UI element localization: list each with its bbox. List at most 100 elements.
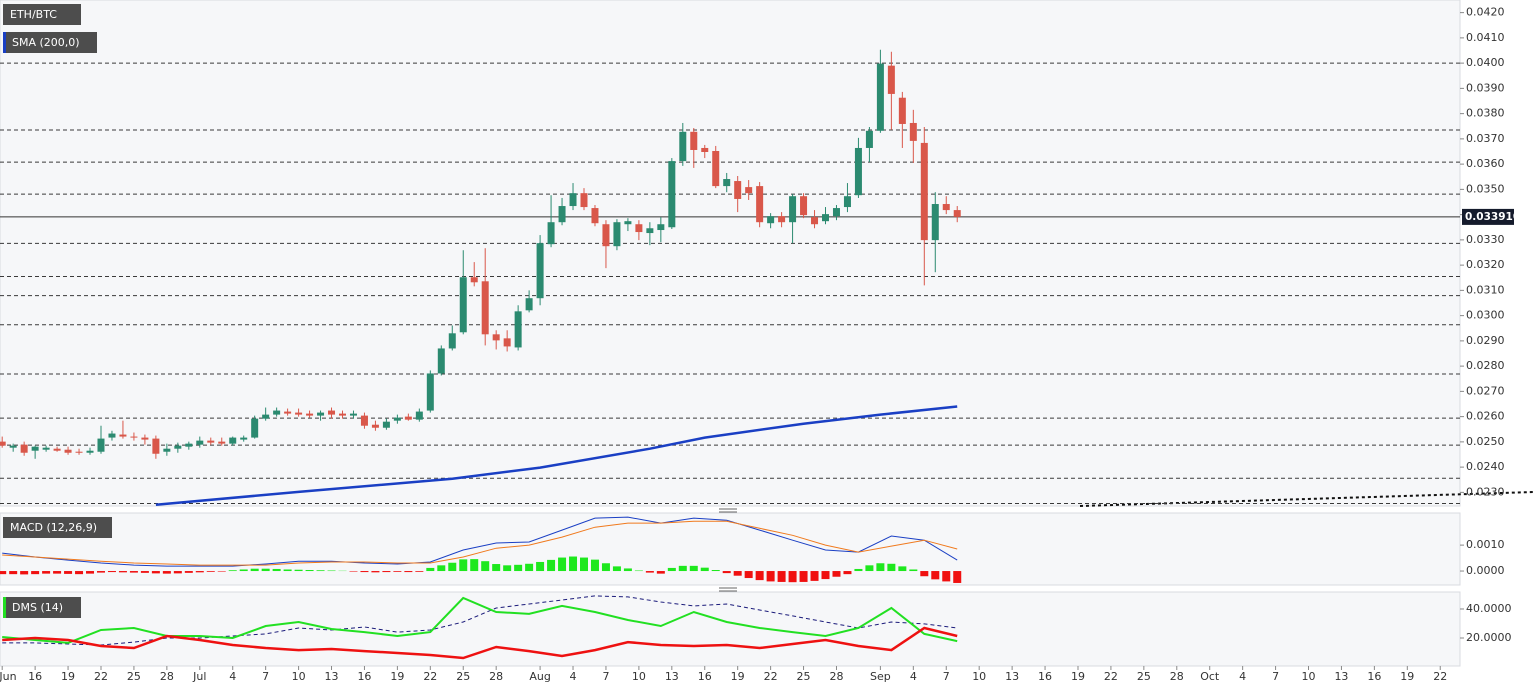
x-tick-label: 19 [731,670,745,683]
panel-label: ETH/BTC [3,4,81,25]
histogram-bar [887,563,896,572]
candle-body [887,65,895,94]
candle-body [789,196,797,223]
histogram-bar [129,571,138,573]
x-tick-label: 22 [1104,670,1118,683]
y-tick-label: 0.0260 [1466,410,1505,423]
histogram-bar [272,568,281,572]
histogram-bar [525,563,534,572]
candle-body [690,131,698,150]
histogram-bar [492,564,501,572]
histogram-bar [283,569,292,572]
histogram-bar [151,571,160,574]
x-tick-label: 16 [1038,670,1052,683]
y-tick-label: 0.0360 [1466,157,1505,170]
candle-body [306,413,314,416]
x-tick-label: Jun [0,670,17,683]
histogram-bar [678,565,687,572]
candle-body [876,63,884,131]
candle-body [415,411,423,420]
candle-body [712,150,720,187]
x-tick-label: 19 [390,670,404,683]
y-tick-label: 0.0230 [1466,485,1505,498]
candle-body [437,348,445,374]
histogram-bar [481,561,490,572]
y-tick-label: 0.0400 [1466,56,1505,69]
panel-handles [719,508,737,592]
histogram-bar [953,571,962,583]
x-tick-label: 13 [325,670,339,683]
histogram-bar [261,568,270,572]
histogram-bar [393,571,402,572]
candle-body [31,446,39,451]
histogram-bar [931,571,940,580]
y-tick-label: 0.0420 [1466,6,1505,19]
candle-body [9,445,17,448]
y-tick-label: 0.0380 [1466,107,1505,120]
histogram-bar [514,564,523,572]
x-tick-label: 4 [229,670,236,683]
candle-body [756,186,764,223]
x-tick-label: 28 [489,670,503,683]
x-tick-label: 7 [602,670,609,683]
histogram-bar [733,571,742,576]
histogram-bar [536,561,545,572]
x-tick-label: 13 [665,670,679,683]
candle-body [536,243,544,299]
candle-body [624,221,632,225]
last-price-label: 0.033910 [1465,211,1520,223]
histogram-bar [503,565,512,572]
candle-body [701,147,709,153]
candle-body [723,179,731,187]
candle-body [240,437,248,440]
candle-body [174,445,182,449]
candle-body [20,444,28,453]
candle-body [734,181,742,199]
candle-body [426,373,434,411]
histogram-bar [415,571,424,572]
histogram-bar [20,571,29,575]
histogram-bar [96,571,105,573]
candle-body [800,196,808,216]
histogram-bar [316,570,325,572]
x-tick-label: 28 [1170,670,1184,683]
candle-body [569,193,577,207]
candle-body [371,424,379,428]
candle-body [558,206,566,223]
x-tick-label: 10 [972,670,986,683]
histogram-bar [656,571,665,574]
x-tick-label: 16 [1367,670,1381,683]
panel-title: ETH/BTC [10,8,57,21]
x-tick-label: 25 [1137,670,1151,683]
histogram-bar [64,571,73,574]
histogram-bar [184,571,193,573]
histogram-bar [799,571,808,582]
macd-panel [0,512,1461,586]
candle-body [953,210,961,217]
x-tick-label: 25 [127,670,141,683]
candle-body [42,447,50,450]
histogram-bar [920,571,929,577]
x-tick-label: 10 [1302,670,1316,683]
y-tick-label: 0.0250 [1466,435,1505,448]
histogram-bar [107,571,116,573]
candle-body [0,441,6,446]
candle-body [668,161,676,228]
x-tick-label: 16 [698,670,712,683]
x-tick-label: 7 [262,670,269,683]
histogram-bar [667,567,676,572]
histogram-bar [898,566,907,572]
histogram-bar [766,571,775,582]
candle-body [909,122,917,141]
x-tick-label: 22 [94,670,108,683]
histogram-bar [755,571,764,581]
histogram-bar [700,567,709,572]
histogram-bar [0,571,7,575]
histogram-bar [9,571,18,575]
candle-body [745,187,753,194]
panel-label: MACD (12,26,9) [3,517,112,538]
histogram-bar [162,571,171,574]
dms-panel [0,591,1461,667]
histogram-bar [294,569,303,572]
x-tick-label: 28 [160,670,174,683]
